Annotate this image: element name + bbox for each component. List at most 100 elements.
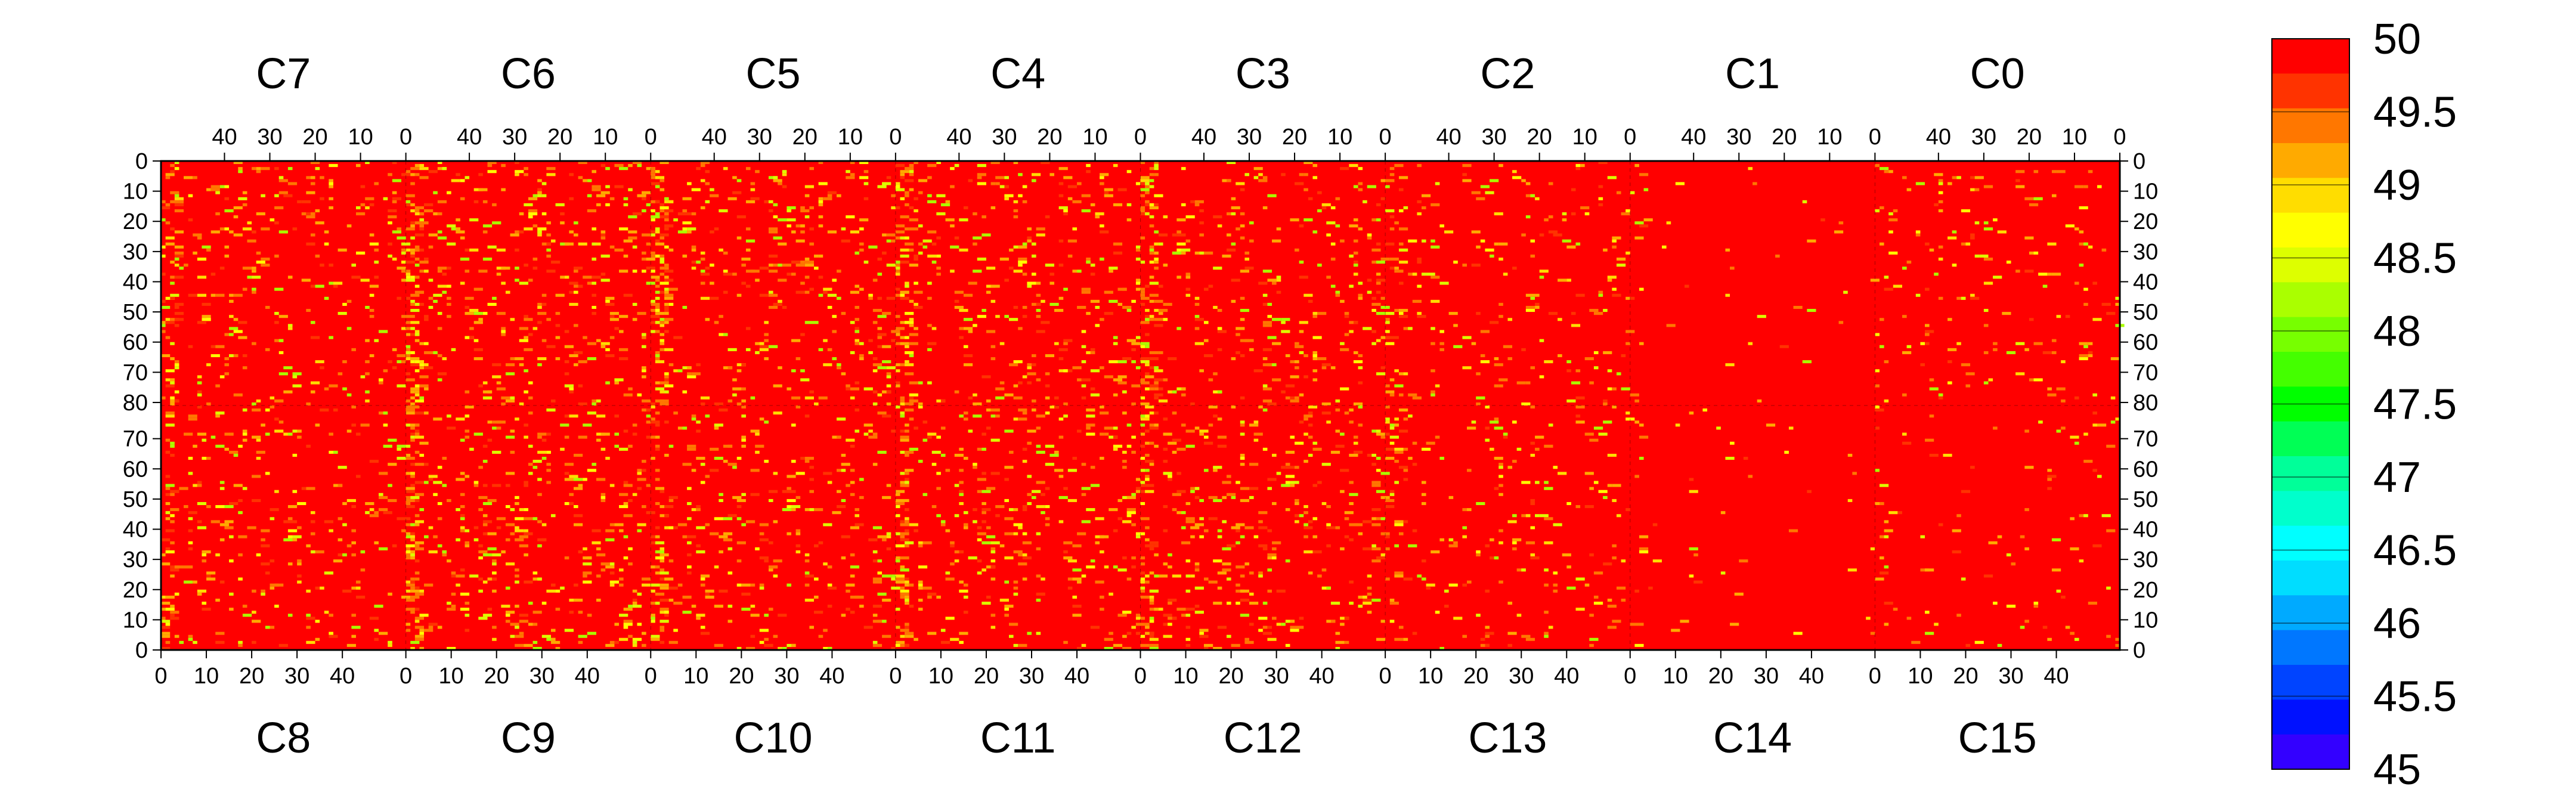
heatmap-cell: [846, 170, 850, 174]
heatmap-cell: [410, 293, 420, 297]
heatmap-cell: [170, 261, 175, 264]
heatmap-cell: [405, 372, 411, 376]
heatmap-cell: [1149, 423, 1154, 427]
heatmap-cell: [229, 315, 234, 318]
heatmap-cell: [170, 381, 175, 385]
heatmap-cell: [1149, 589, 1159, 593]
heatmap-cell: [1249, 239, 1254, 243]
heatmap-cell: [414, 429, 420, 433]
heatmap-cell: [1521, 179, 1526, 182]
heatmap-cell: [297, 526, 302, 530]
heatmap-cell: [1140, 417, 1150, 421]
heatmap-cell: [1240, 574, 1245, 578]
heatmap-cell: [456, 417, 465, 421]
heatmap-cell: [2065, 315, 2070, 318]
heatmap-cell: [1607, 369, 1612, 373]
heatmap-cell: [405, 628, 411, 632]
heatmap-cell: [1154, 396, 1159, 400]
heatmap-cell: [809, 466, 814, 469]
heatmap-cell: [1321, 203, 1331, 206]
heatmap-cell: [664, 318, 674, 321]
heatmap-cell: [814, 577, 819, 581]
heatmap-cell: [1249, 571, 1254, 575]
heatmap-cell: [342, 553, 347, 557]
heatmap-cell: [609, 315, 615, 318]
heatmap-cell: [492, 221, 501, 225]
heatmap-cell: [1398, 372, 1404, 376]
heatmap-cell: [1240, 423, 1245, 427]
heatmap-cell: [2006, 605, 2016, 608]
heatmap-cell: [1067, 369, 1073, 373]
heatmap-cell: [447, 284, 451, 288]
heatmap-cell: [982, 447, 986, 451]
bottom-x-tick-label: 0: [1134, 664, 1147, 689]
heatmap-cell: [814, 611, 823, 614]
heatmap-cell: [501, 281, 506, 285]
heatmap-cell: [1131, 565, 1136, 569]
heatmap-cell: [215, 414, 220, 418]
heatmap-cell: [909, 318, 914, 321]
heatmap-cell: [637, 194, 646, 197]
heatmap-cell: [410, 408, 415, 412]
heatmap-cell: [342, 589, 352, 593]
heatmap-cell: [1176, 242, 1186, 246]
heatmap-cell: [1421, 447, 1431, 451]
heatmap-cell: [1566, 565, 1571, 569]
heatmap-cell: [1158, 284, 1163, 288]
heatmap-cell: [1929, 248, 1934, 252]
heatmap-cell: [405, 399, 411, 402]
heatmap-cell: [1389, 435, 1399, 439]
heatmap-cell: [931, 327, 937, 330]
heatmap-cell: [401, 354, 406, 358]
heatmap-cell: [850, 526, 860, 530]
heatmap-cell: [936, 254, 941, 258]
heatmap-cell: [1970, 188, 1975, 191]
heatmap-cell: [365, 360, 370, 364]
heatmap-cell: [660, 390, 665, 394]
heatmap-cell: [397, 236, 406, 240]
heatmap-cell: [614, 640, 620, 644]
heatmap-cell: [338, 538, 343, 541]
heatmap-cell: [405, 501, 411, 506]
heatmap-cell: [1154, 381, 1159, 385]
heatmap-cell: [564, 360, 569, 364]
heatmap-cell: [360, 375, 366, 379]
heatmap-cell: [1236, 602, 1240, 605]
heatmap-cell: [383, 472, 388, 475]
heatmap-cell: [1485, 438, 1490, 442]
heatmap-cell: [664, 372, 669, 376]
heatmap-cell: [1494, 556, 1499, 560]
heatmap-cell: [287, 182, 298, 185]
heatmap-cell: [714, 605, 723, 608]
heatmap-cell: [528, 463, 533, 466]
heatmap-cell: [651, 215, 660, 219]
heatmap-cell: [2074, 227, 2079, 231]
heatmap-cell: [605, 529, 615, 532]
heatmap-cell: [1295, 501, 1299, 506]
heatmap-cell: [532, 571, 538, 575]
heatmap-cell: [238, 553, 243, 557]
heatmap-cell: [1140, 481, 1145, 484]
heatmap-cell: [691, 508, 696, 512]
heatmap-cell: [414, 577, 420, 581]
heatmap-cell: [868, 293, 873, 297]
heatmap-cell: [405, 270, 411, 273]
heatmap-cell: [2051, 170, 2057, 174]
heatmap-cell: [1380, 472, 1390, 475]
heatmap-cell: [1213, 466, 1222, 469]
color-bar-tick-label: 46.5: [2373, 527, 2457, 575]
heatmap-cell: [778, 278, 787, 282]
heatmap-cell: [814, 267, 819, 270]
heatmap-cell: [1194, 496, 1200, 499]
heatmap-cell: [1290, 435, 1295, 439]
heatmap-cell: [2006, 261, 2011, 264]
heatmap-cell: [1036, 227, 1045, 231]
heatmap-cell: [410, 426, 415, 430]
heatmap-cell: [2115, 417, 2120, 421]
heatmap-cell: [297, 559, 302, 563]
heatmap-cell: [1077, 532, 1086, 535]
heatmap-cell: [990, 626, 996, 629]
heatmap-cell: [696, 420, 701, 424]
heatmap-cell: [936, 194, 946, 197]
heatmap-cell: [959, 490, 964, 493]
